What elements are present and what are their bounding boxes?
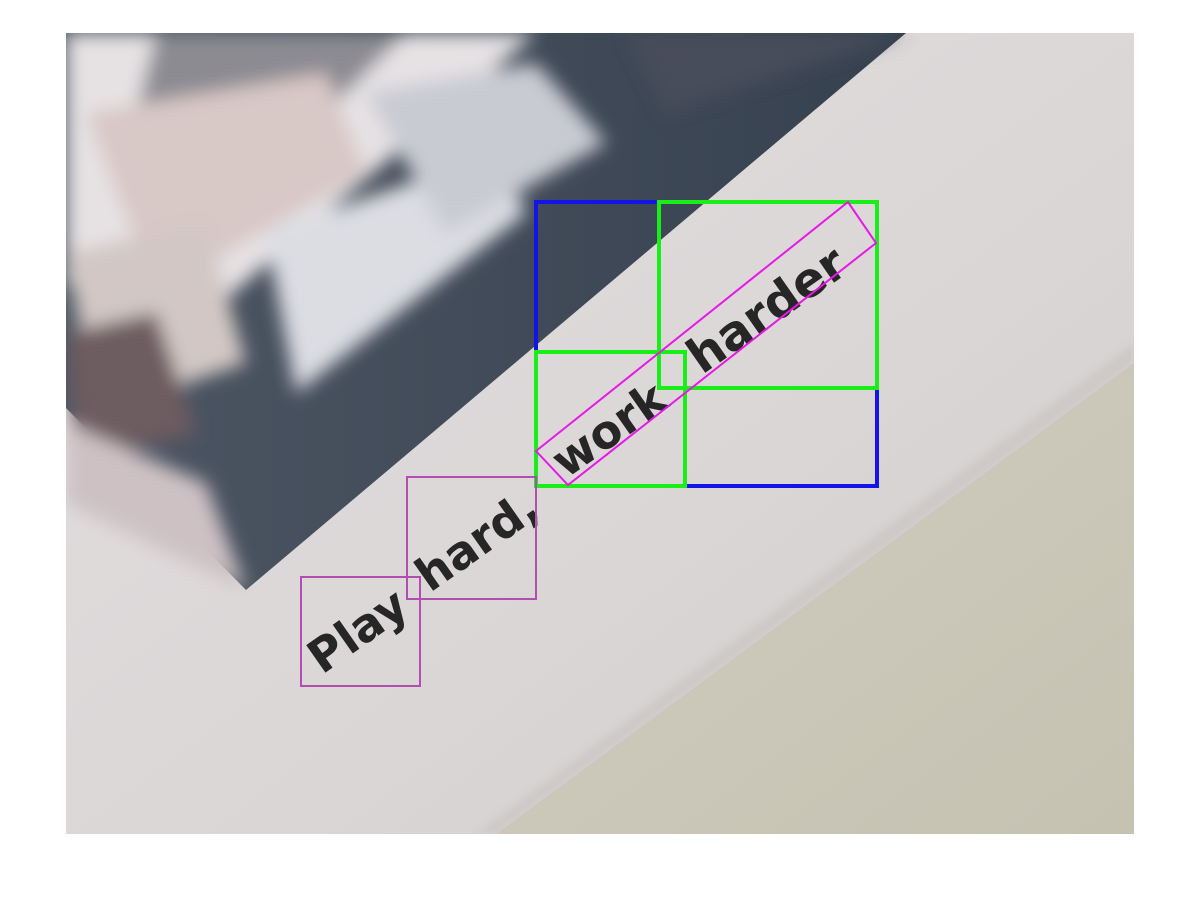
- green-box-work: [534, 350, 687, 488]
- purple-box-hard: [406, 476, 537, 600]
- photo: Play hard, work harder: [66, 33, 1134, 834]
- printed-photo: [66, 33, 906, 590]
- magenta-rotated-box: [534, 200, 878, 487]
- paper-edge-shadow: [476, 343, 1134, 834]
- green-box-overlap: [657, 350, 687, 390]
- green-box-harder: [657, 200, 879, 390]
- detection-boxes: [300, 200, 879, 687]
- purple-box-play: [300, 576, 421, 687]
